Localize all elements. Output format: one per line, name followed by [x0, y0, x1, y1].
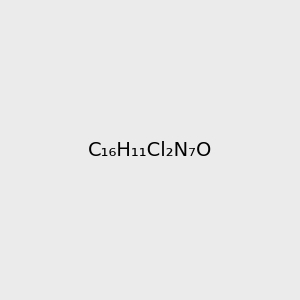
Text: C₁₆H₁₁Cl₂N₇O: C₁₆H₁₁Cl₂N₇O: [88, 140, 212, 160]
